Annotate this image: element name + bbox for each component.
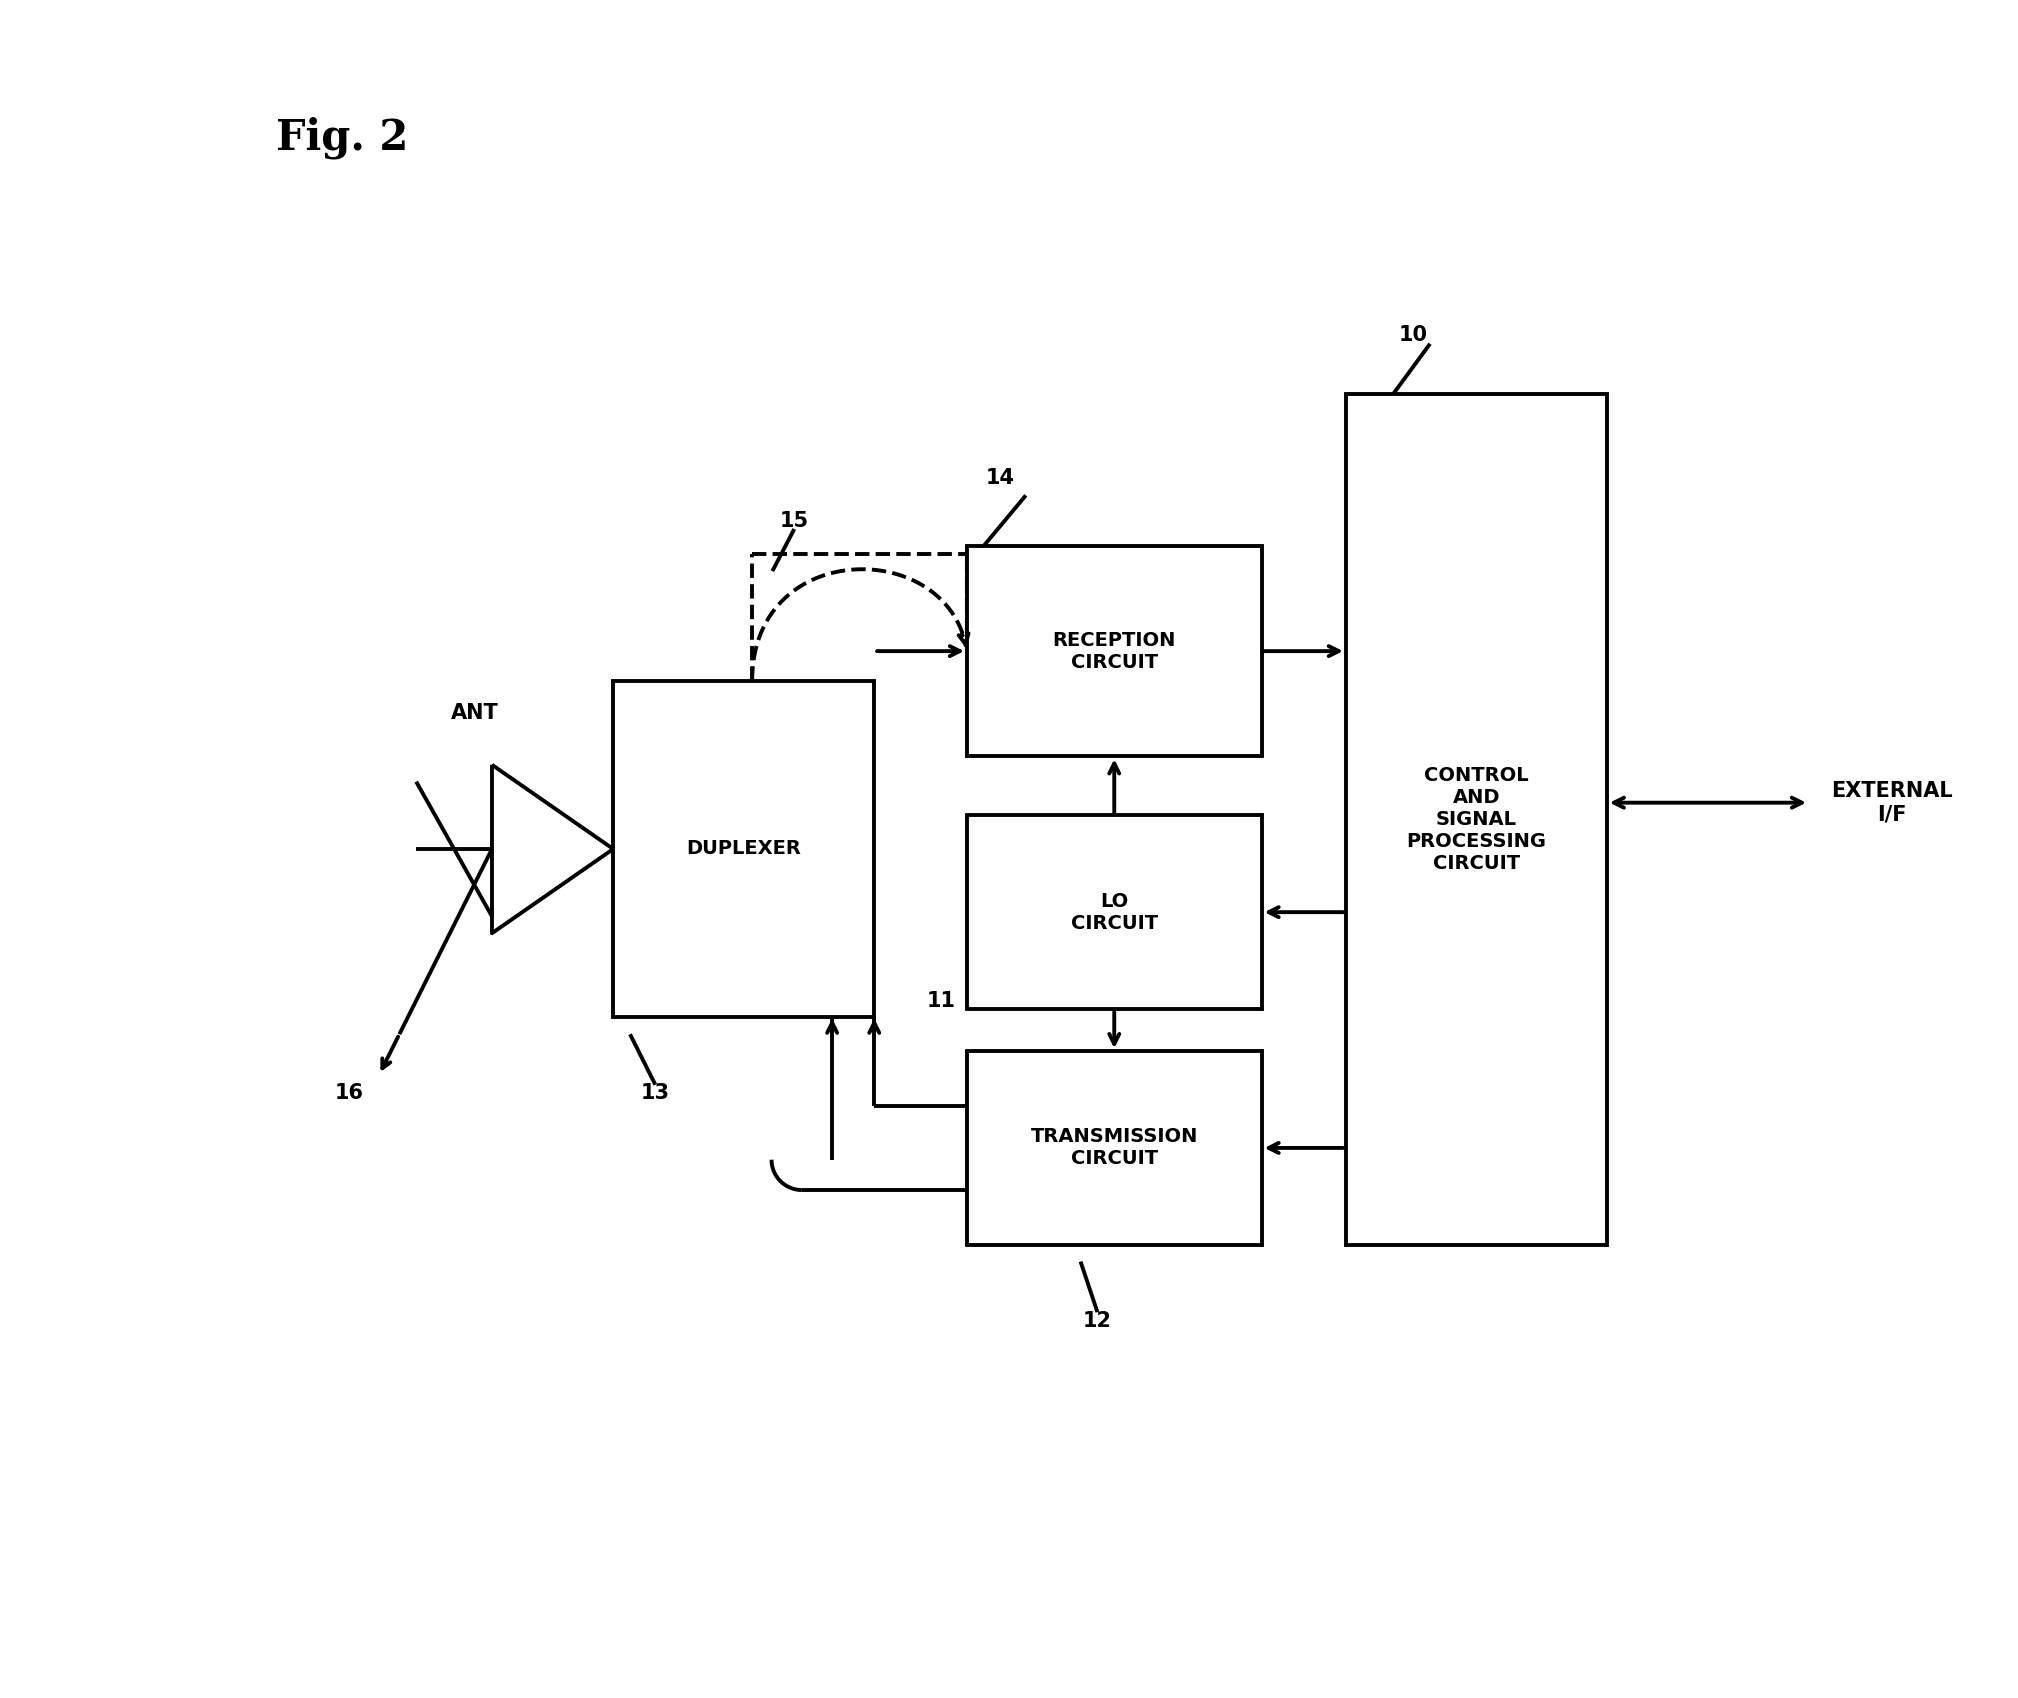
Text: ANT: ANT	[452, 703, 498, 723]
Text: 10: 10	[1398, 326, 1427, 345]
Text: 11: 11	[926, 990, 957, 1010]
Text: 16: 16	[335, 1083, 363, 1104]
Text: TRANSMISSION
CIRCUIT: TRANSMISSION CIRCUIT	[1031, 1127, 1199, 1168]
Bar	[967, 545, 1261, 756]
Text: 12: 12	[1084, 1311, 1112, 1331]
Text: CONTROL
AND
SIGNAL
PROCESSING
CIRCUIT: CONTROL AND SIGNAL PROCESSING CIRCUIT	[1407, 766, 1546, 873]
Text: Fig. 2: Fig. 2	[276, 117, 410, 160]
Bar	[967, 815, 1261, 1009]
Text: DUPLEXER: DUPLEXER	[686, 839, 801, 859]
Bar	[613, 681, 874, 1017]
Text: EXTERNAL
I/F: EXTERNAL I/F	[1830, 781, 1953, 824]
Text: 14: 14	[987, 469, 1015, 489]
Bar	[1346, 394, 1606, 1245]
Bar	[967, 1051, 1261, 1245]
Text: RECEPTION
CIRCUIT: RECEPTION CIRCUIT	[1053, 630, 1176, 672]
Text: LO
CIRCUIT: LO CIRCUIT	[1072, 891, 1158, 932]
Text: 13: 13	[642, 1083, 670, 1104]
Text: 15: 15	[779, 511, 809, 530]
